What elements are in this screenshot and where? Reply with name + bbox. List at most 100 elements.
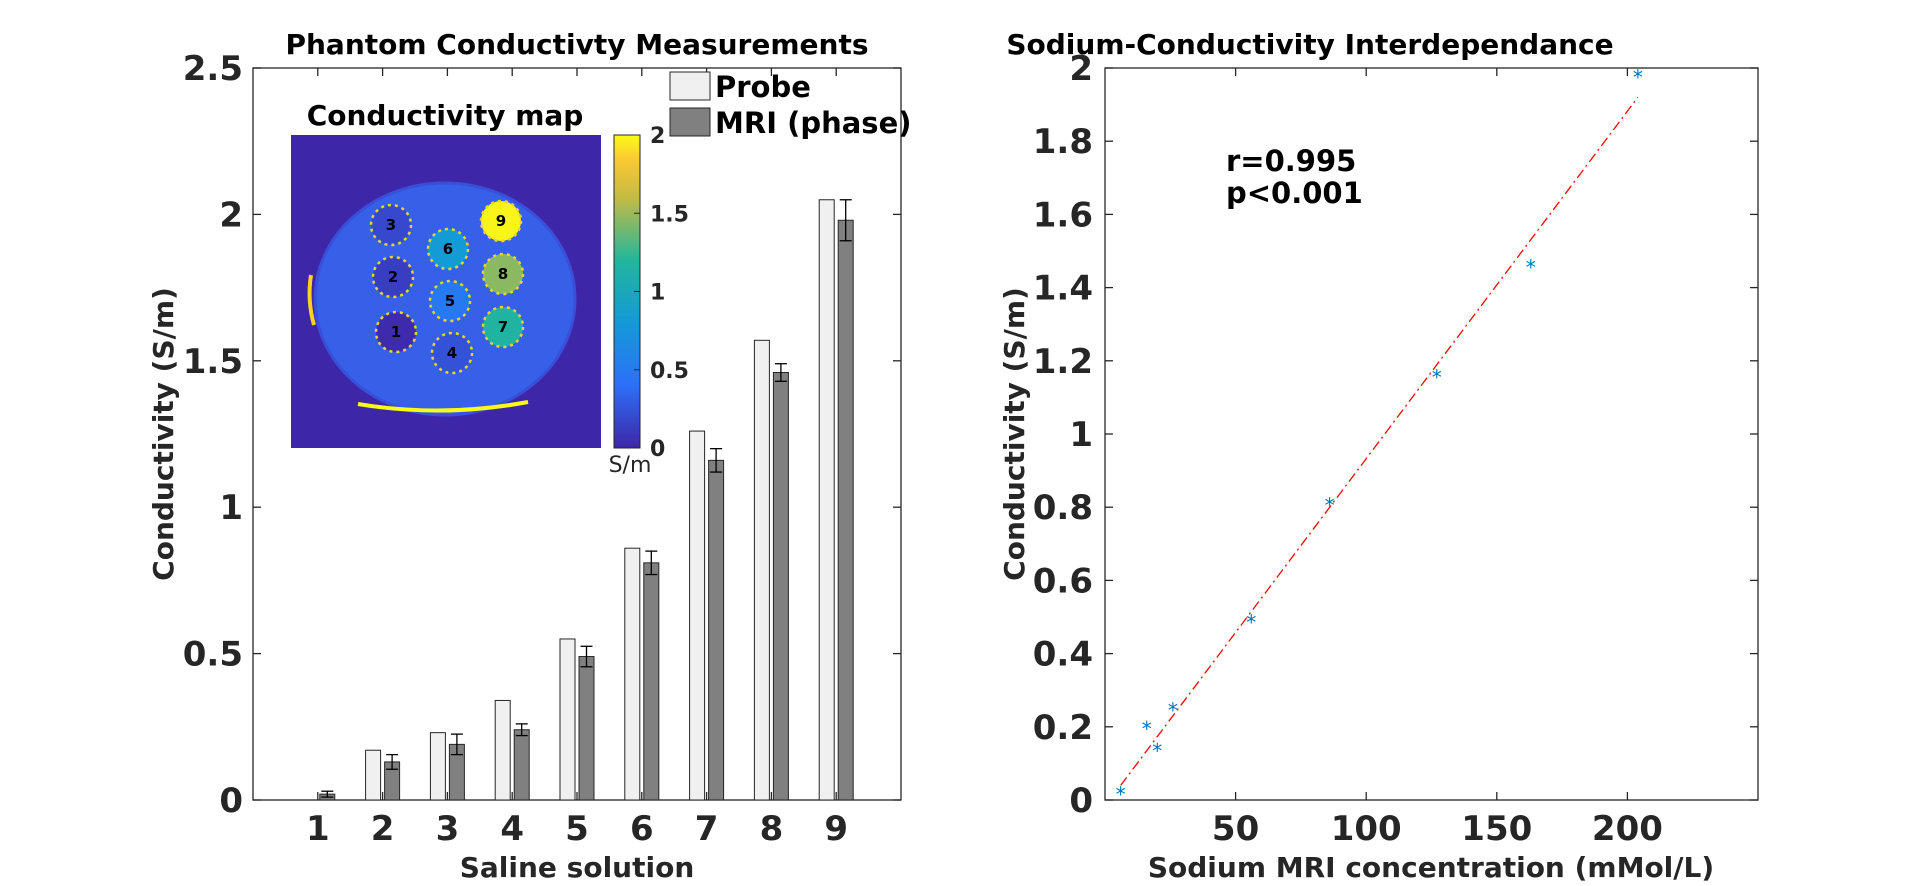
- scatter-x-tick-label: 100: [1331, 809, 1402, 849]
- scatter-point: *: [1633, 65, 1643, 89]
- correlation-annotation: r=0.995: [1226, 144, 1356, 178]
- bar-y-axis: 0 0.5 1 1.5 2 2.5: [183, 49, 901, 821]
- scatter-y-tick-label: 1.8: [1033, 122, 1093, 162]
- bar-x-tick-label: 9: [824, 809, 848, 849]
- colorbar-unit: S/m: [609, 453, 652, 478]
- bar-x-tick-label: 4: [500, 809, 524, 849]
- scatter-plot-area: [1104, 67, 1759, 801]
- scatter-point: *: [1325, 494, 1335, 518]
- bar-legend: Probe MRI (phase): [669, 70, 912, 140]
- bar-y-tick-label: 0: [219, 781, 243, 821]
- inset-title: Conductivity map: [307, 99, 584, 132]
- colorbar-tick-label: 1.5: [650, 202, 689, 227]
- scatter-x-axis: 50 100 150 200: [1212, 68, 1663, 849]
- scatter-chart-title: Sodium-Conductivity Interdependance: [1006, 28, 1613, 61]
- map-well-label: 7: [498, 318, 508, 336]
- conductivity-map-inset: Conductivity map 1 2 3 4 5 6 7 8 9 0 0.5 1 1.5 2 S/m: [291, 99, 689, 478]
- bar-x-tick-label: 1: [306, 809, 330, 849]
- bar-chart-title: Phantom Conductivty Measurements: [285, 28, 868, 61]
- scatter-series: *********: [1116, 65, 1643, 806]
- probe-bar: [753, 339, 770, 801]
- phantom-left-edge-highlight: [307, 274, 316, 326]
- map-well-label: 3: [386, 216, 396, 234]
- fit-line: [1120, 96, 1639, 786]
- scatter-point: *: [1152, 739, 1162, 763]
- scatter-point: *: [1526, 256, 1536, 280]
- probe-bar: [429, 732, 446, 801]
- colorbar-tick-label: 0.5: [650, 359, 689, 384]
- scatter-y-tick-label: 0.8: [1033, 488, 1093, 528]
- probe-bar: [689, 430, 706, 801]
- bar-x-tick-label: 8: [760, 809, 784, 849]
- scatter-y-tick-label: 0.2: [1033, 708, 1093, 748]
- bar-y-tick-label: 1: [219, 488, 243, 528]
- scatter-y-tick-label: 0: [1069, 781, 1093, 821]
- bar-x-tick-label: 5: [565, 809, 589, 849]
- bar-y-tick-label: 2.5: [183, 49, 243, 89]
- scatter-point: *: [1432, 365, 1442, 389]
- probe-bar: [559, 638, 576, 801]
- scatter-x-tick-label: 50: [1212, 809, 1259, 849]
- map-well-label: 6: [443, 240, 453, 258]
- scatter-y-tick-label: 0.4: [1033, 635, 1093, 675]
- map-well-label: 9: [496, 212, 506, 230]
- mri-bar: [513, 729, 530, 801]
- scatter-x-axis-label: Sodium MRI concentration (mMol/L): [1148, 851, 1714, 884]
- mri-bar: [708, 459, 725, 801]
- bar-y-tick-label: 1.5: [183, 342, 243, 382]
- scatter-chart-panel: Sodium-Conductivity Interdependance 0 0.2…: [998, 28, 1759, 884]
- map-well: [481, 252, 525, 296]
- probe-bar: [365, 749, 382, 801]
- scatter-point: *: [1142, 717, 1152, 741]
- scatter-y-axis-label: Conductivity (S/m): [998, 287, 1031, 581]
- mri-bar: [578, 656, 595, 801]
- mri-bar: [772, 372, 789, 801]
- colorbar-ticks: 0 0.5 1 1.5 2: [634, 124, 689, 462]
- map-well: [426, 227, 470, 271]
- mri-bar: [643, 562, 660, 801]
- colorbar-tick-label: 1: [650, 281, 665, 306]
- map-well: [374, 310, 418, 354]
- map-well: [369, 203, 413, 247]
- map-well-label: 1: [391, 323, 401, 341]
- probe-bar: [494, 699, 511, 801]
- scatter-point: *: [1168, 699, 1178, 723]
- probe-bar: [818, 199, 835, 801]
- map-well-label: 2: [388, 268, 398, 286]
- map-well: [428, 279, 472, 323]
- legend-mri-label: MRI (phase): [715, 106, 912, 140]
- map-wells: 1 2 3 4 5 6 7 8 9: [369, 199, 525, 375]
- scatter-y-tick-label: 1.6: [1033, 195, 1093, 235]
- map-well-label: 8: [498, 265, 508, 283]
- colorbar-tick-label: 2: [650, 124, 665, 149]
- map-well: [430, 331, 474, 375]
- scatter-y-tick-label: 1.4: [1033, 269, 1093, 309]
- scatter-y-tick-label: 2: [1069, 49, 1093, 89]
- bar-y-tick-label: 2: [219, 195, 243, 235]
- legend-mri-swatch: [669, 107, 711, 137]
- bar-x-tick-label: 2: [371, 809, 395, 849]
- scatter-x-tick-label: 150: [1461, 809, 1532, 849]
- legend-probe-label: Probe: [715, 70, 811, 104]
- scatter-y-tick-label: 1: [1069, 415, 1093, 455]
- scatter-point: *: [1116, 783, 1126, 807]
- bar-x-axis-label: Saline solution: [460, 851, 695, 884]
- bar-y-axis-label: Conductivity (S/m): [147, 287, 180, 581]
- bar-x-tick-label: 6: [630, 809, 654, 849]
- phantom-edge-highlight: [357, 400, 529, 413]
- map-well: [479, 199, 523, 243]
- pvalue-annotation: p<0.001: [1226, 176, 1363, 210]
- bar-x-tick-label: 7: [695, 809, 719, 849]
- bar-y-tick-label: 0.5: [183, 635, 243, 675]
- bar-x-tick-label: 3: [436, 809, 460, 849]
- scatter-point: *: [1246, 611, 1256, 635]
- bar-series: [319, 199, 854, 801]
- map-well: [371, 255, 415, 299]
- bar-chart-panel: Phantom Conductivty Measurements 0 0.5 1 1.…: [147, 28, 912, 884]
- scatter-y-tick-label: 0.6: [1033, 561, 1093, 601]
- map-well-label: 5: [445, 292, 455, 310]
- scatter-x-tick-label: 200: [1592, 809, 1663, 849]
- scatter-y-axis: 0 0.2 0.4 0.6 0.8 1 1.2 1.4 1.6 1.8 2: [1033, 49, 1758, 821]
